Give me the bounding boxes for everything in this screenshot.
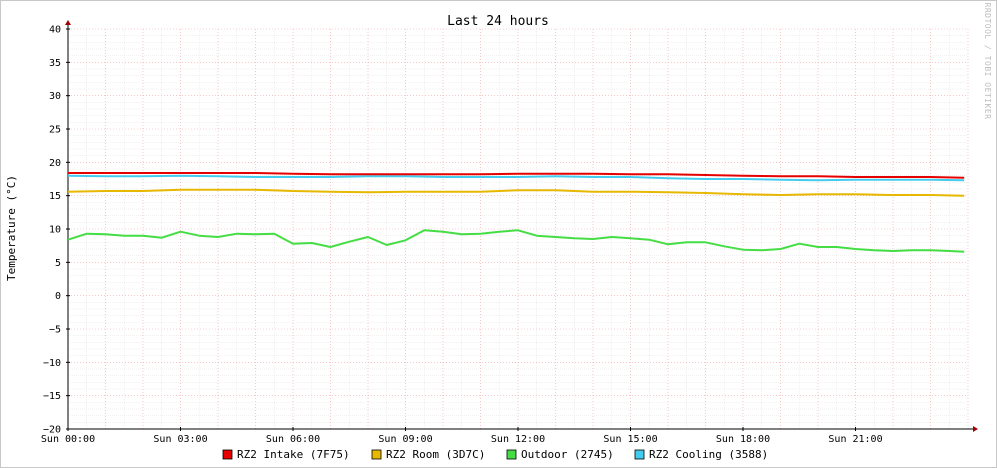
series-line-3 [67, 174, 965, 182]
y-tick-label: −15 [43, 391, 61, 402]
grid-lines [68, 28, 969, 429]
y-tick-label: 35 [49, 58, 61, 69]
x-tick-label: Sun 09:00 [378, 434, 432, 445]
x-tick-label: Sun 12:00 [491, 434, 545, 445]
legend-label: RZ2 Room (3D7C) [386, 448, 485, 461]
rrdtool-watermark: RRDTOOL / TOBI OETIKER [983, 3, 992, 120]
y-tick-label: 15 [49, 191, 61, 202]
legend-label: Outdoor (2745) [521, 448, 614, 461]
y-tick-label: 0 [55, 291, 61, 302]
x-tick-label: Sun 06:00 [266, 434, 320, 445]
y-tick-label: 20 [49, 158, 61, 169]
x-tick-label: Sun 18:00 [716, 434, 770, 445]
series-line-0 [68, 172, 965, 179]
legend-swatch [371, 449, 382, 460]
x-tick-label: Sun 21:00 [828, 434, 882, 445]
x-tick-label: Sun 15:00 [603, 434, 657, 445]
legend-swatch [506, 449, 517, 460]
y-axis-title: Temperature (°C) [5, 175, 18, 281]
x-tick-label: Sun 00:00 [41, 434, 95, 445]
y-tick-label: 25 [49, 125, 61, 136]
legend: RZ2 Intake (7F75) RZ2 Room (3D7C) Outdoor … [222, 448, 768, 461]
y-tick-label: 30 [49, 91, 61, 102]
y-tick-label: 10 [49, 225, 61, 236]
series-line-1 [67, 188, 965, 197]
series-line-2 [67, 229, 965, 253]
chart-title: Last 24 hours [447, 14, 549, 29]
y-tick-label: 40 [49, 25, 61, 36]
y-tick-label: −20 [43, 425, 61, 436]
legend-label: RZ2 Cooling (3588) [649, 448, 768, 461]
legend-label: RZ2 Intake (7F75) [237, 448, 350, 461]
legend-swatch [222, 449, 233, 460]
series-lines [67, 172, 965, 253]
y-tick-labels: 40 35 30 25 20 15 10 5 0 −5 −10 −15 −20 [43, 25, 70, 436]
y-tick-label: −5 [49, 325, 61, 336]
x-axis-arrow [973, 426, 978, 432]
y-tick-label: −10 [43, 358, 61, 369]
y-axis-arrow [65, 20, 71, 25]
axes [65, 20, 978, 432]
legend-swatch [634, 449, 645, 460]
x-tick-label: Sun 03:00 [153, 434, 207, 445]
y-tick-label: 5 [55, 258, 61, 269]
x-tick-labels: Sun 00:00 Sun 03:00 Sun 06:00 Sun 09:00 Sun … [41, 427, 883, 445]
